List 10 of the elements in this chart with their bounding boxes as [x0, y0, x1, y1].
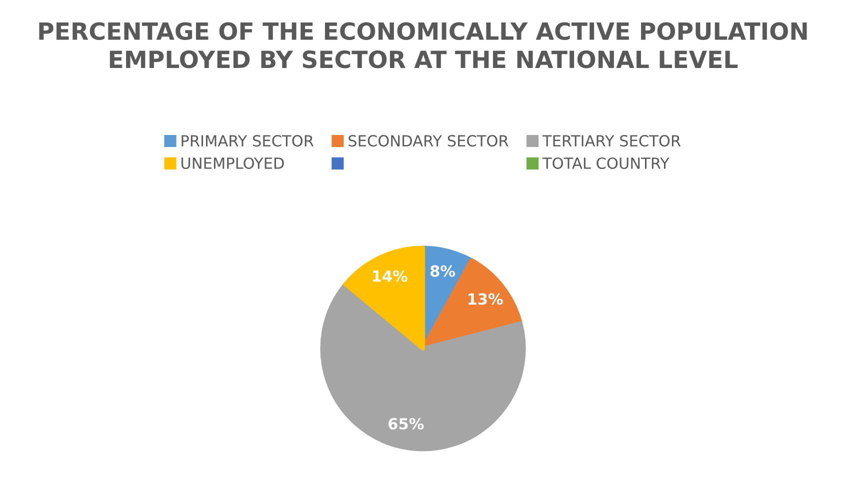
- legend-label: SECONDARY SECTOR: [348, 135, 508, 147]
- legend-label: UNEMPLOYED: [182, 157, 284, 169]
- legend-label: PRIMARY SECTOR: [182, 135, 314, 147]
- chart-title: PERCENTAGE OF THE ECONOMICALLY ACTIVE POPULATION EMPLOYED BY SECTOR AT THE NATIONAL LEVEL: [39, 22, 807, 68]
- data-label: 13%: [468, 293, 503, 305]
- legend-label: TOTAL COUNTRY: [542, 157, 670, 169]
- data-label: 14%: [373, 270, 408, 282]
- data-label: 65%: [388, 418, 424, 430]
- legend-label: TERTIARY SECTOR: [542, 135, 681, 147]
- data-label: 8%: [430, 265, 456, 277]
